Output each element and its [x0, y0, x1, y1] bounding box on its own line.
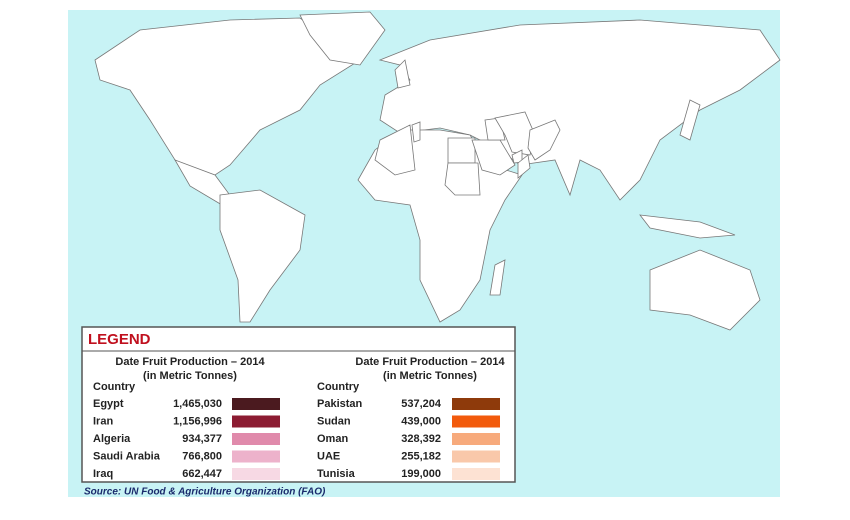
world-map	[94, 11, 781, 331]
column-subheading: (in Metric Tonnes)	[383, 370, 477, 382]
country-header: Country	[317, 381, 360, 393]
legend: LEGEND Date Fruit Production – 2014 (in M…	[81, 326, 516, 483]
africa	[357, 129, 523, 323]
color-swatch	[232, 450, 280, 463]
oman	[517, 154, 531, 179]
sudan	[444, 162, 481, 196]
south-america	[219, 189, 306, 323]
color-swatch	[452, 433, 500, 445]
color-swatch	[452, 398, 500, 410]
color-swatch	[452, 468, 500, 480]
production-value: 199,000	[401, 468, 441, 480]
production-value: 255,182	[401, 450, 441, 462]
production-value: 1,465,030	[173, 398, 222, 410]
tunisia	[411, 121, 421, 143]
algeria	[374, 124, 416, 176]
indonesia	[639, 214, 736, 239]
country-name: Oman	[317, 433, 348, 445]
color-swatch	[232, 433, 280, 445]
column-heading: Date Fruit Production – 2014	[355, 356, 505, 368]
production-value: 328,392	[401, 433, 441, 445]
color-swatch	[452, 450, 500, 463]
country-name: UAE	[317, 450, 340, 462]
production-value: 662,447	[182, 468, 222, 480]
country-name: Iraq	[93, 468, 113, 480]
pakistan	[527, 119, 561, 161]
legend-box	[81, 326, 516, 483]
country-name: Sudan	[317, 415, 351, 427]
country-name: Egypt	[93, 398, 124, 410]
north-america	[94, 17, 361, 176]
iran	[494, 111, 536, 156]
country-header: Country	[93, 381, 136, 393]
country-name: Saudi Arabia	[93, 450, 161, 462]
source: Source: UN Food & Agriculture Organizati…	[84, 487, 326, 498]
country-name: Algeria	[93, 433, 131, 445]
color-swatch	[232, 415, 280, 428]
madagascar	[489, 259, 506, 296]
production-value: 766,800	[182, 450, 222, 462]
country-name: Iran	[93, 415, 113, 427]
egypt	[447, 137, 476, 164]
color-swatch	[232, 398, 280, 410]
japan	[679, 99, 701, 141]
greenland	[299, 11, 386, 66]
column-heading: Date Fruit Production – 2014	[115, 356, 265, 368]
production-value: 537,204	[401, 398, 442, 410]
column-subheading: (in Metric Tonnes)	[143, 370, 237, 382]
production-value: 439,000	[401, 415, 441, 427]
country-name: Tunisia	[317, 468, 356, 480]
production-value: 1,156,996	[173, 415, 222, 427]
color-swatch	[232, 468, 280, 480]
country-name: Pakistan	[317, 398, 363, 410]
eurasia	[378, 19, 781, 201]
production-value: 934,377	[182, 433, 222, 445]
legend-title: LEGEND	[88, 331, 151, 348]
color-swatch	[452, 415, 500, 428]
australia	[649, 249, 761, 331]
britain	[394, 59, 411, 89]
